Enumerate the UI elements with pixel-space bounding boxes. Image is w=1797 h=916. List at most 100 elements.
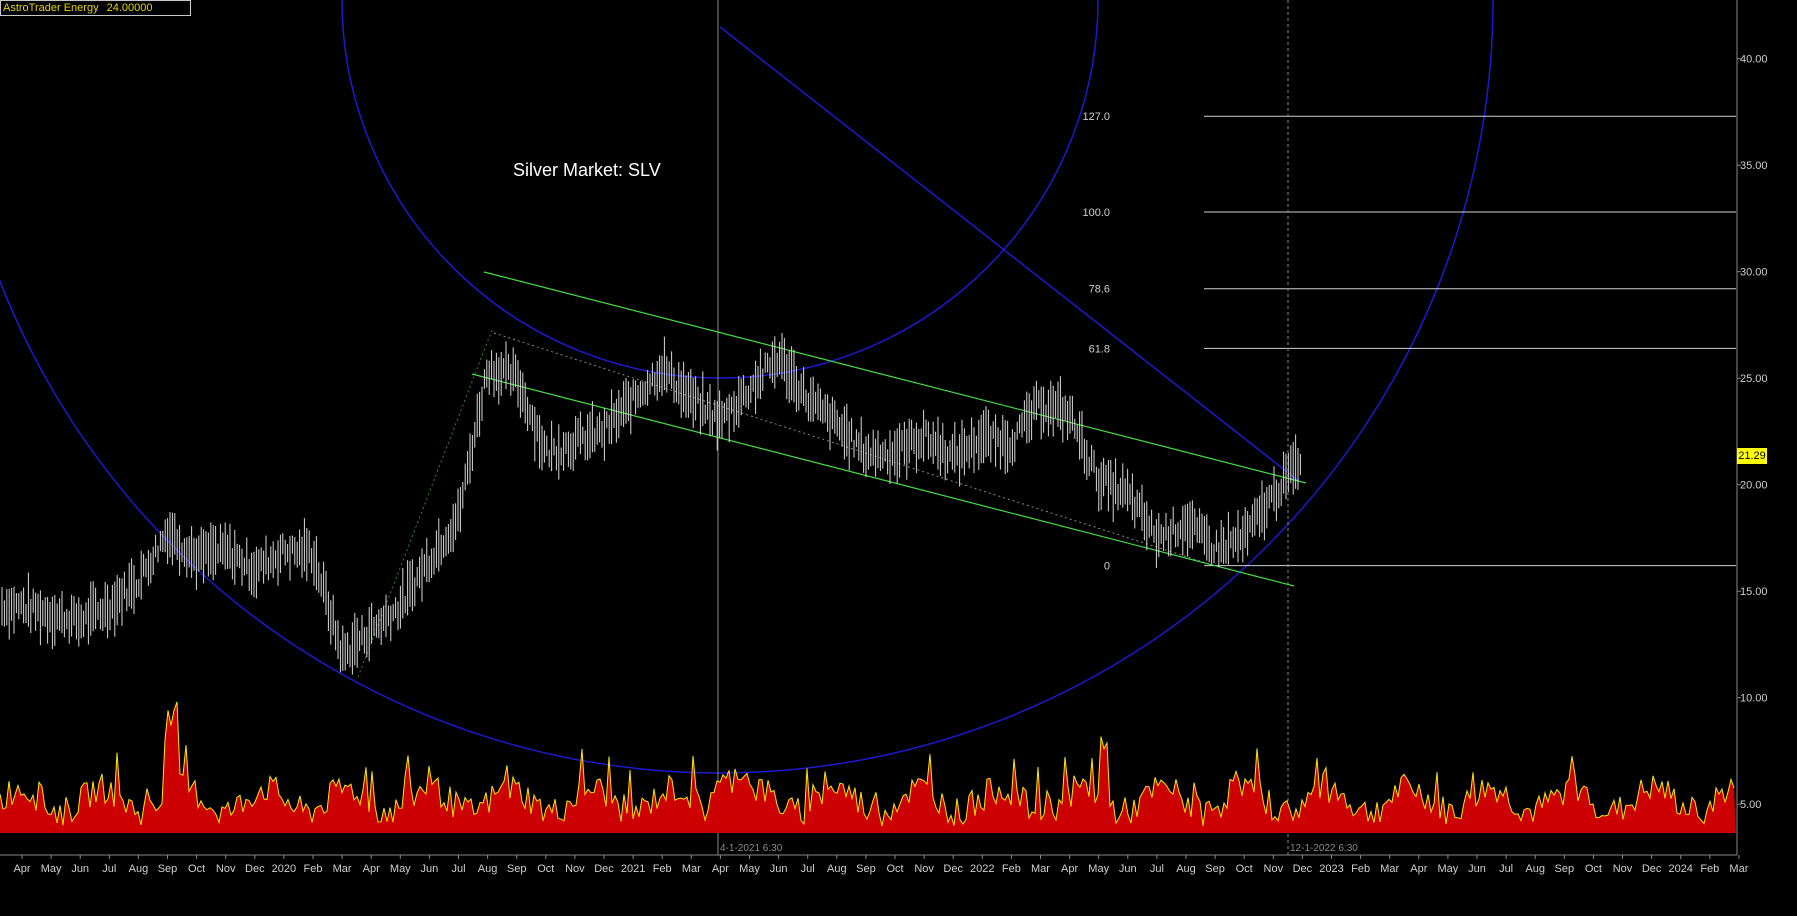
x-tick-label: Sep [1555, 863, 1575, 875]
x-tick-label: Mar [1031, 863, 1050, 875]
channel-upper [483, 271, 1307, 484]
x-tick-label: Sep [507, 863, 527, 875]
x-tick-label: Aug [1176, 863, 1196, 875]
x-tick-label: 2020 [272, 863, 296, 875]
x-tick-label: Dec [245, 863, 265, 875]
x-tick-label: Apr [712, 863, 729, 875]
x-tick-label: Oct [537, 863, 554, 875]
swing-line [357, 329, 493, 678]
astro-arcs [0, 0, 1494, 774]
x-tick-label: Aug [129, 863, 149, 875]
y-tick-label: 25.00 [1740, 373, 1768, 385]
x-tick-label: Mar [682, 863, 701, 875]
x-tick-label: Feb [1351, 863, 1370, 875]
x-tick-label: Nov [216, 863, 236, 875]
x-tick-label: Oct [188, 863, 205, 875]
x-axis: Apr May Jun Jul Aug Sep Oct Nov Dec 2020 Feb Mar Apr… [13, 855, 1749, 875]
date-markers [717, 0, 1289, 855]
x-tick-label: Apr [13, 863, 30, 875]
x-tick-label: Jul [1499, 863, 1513, 875]
volume-fill [0, 701, 1736, 833]
instrument-header[interactable]: AstroTrader Energy 24.00000 [0, 0, 192, 16]
x-tick-label: Oct [1585, 863, 1602, 875]
x-tick-label: Nov [914, 863, 934, 875]
x-tick-label: Jun [421, 863, 439, 875]
volume-outline [0, 701, 1735, 827]
x-tick-label: Oct [886, 863, 903, 875]
x-tick-label: Apr [363, 863, 380, 875]
chart-title: Silver Market: SLV [513, 160, 661, 180]
x-tick-label: Aug [1525, 863, 1545, 875]
x-tick-label: Nov [1613, 863, 1633, 875]
plot-frame [0, 0, 1738, 856]
x-tick-label: 2021 [621, 863, 645, 875]
x-tick-label: Apr [1410, 863, 1427, 875]
x-tick-label: Sep [1205, 863, 1225, 875]
fib-label: 100.0 [1082, 207, 1110, 219]
last-price-tag: 21.29 [1737, 448, 1767, 464]
arc-diagonal [719, 26, 1301, 483]
x-tick-label: 2022 [970, 863, 994, 875]
x-tick-label: Apr [1061, 863, 1078, 875]
x-tick-label: May [739, 863, 760, 875]
x-tick-label: Dec [1293, 863, 1313, 875]
x-tick-label: May [1438, 863, 1459, 875]
trend-channel [357, 271, 1307, 678]
x-tick-label: Jun [1468, 863, 1486, 875]
x-tick-label: 2023 [1319, 863, 1343, 875]
price-bars [1, 332, 1301, 675]
date-marker-label: 12-1-2022 6:30 [1290, 843, 1358, 854]
x-tick-label: May [390, 863, 411, 875]
fib-label: 0 [1104, 561, 1110, 573]
x-tick-label: Jul [102, 863, 116, 875]
y-tick-label: 15.00 [1740, 586, 1768, 598]
x-tick-label: Jul [451, 863, 465, 875]
x-tick-label: 2024 [1668, 863, 1692, 875]
arc-lower [0, 0, 1494, 774]
x-tick-label: Dec [1642, 863, 1662, 875]
x-tick-label: Jul [801, 863, 815, 875]
y-tick-label: 20.00 [1740, 480, 1768, 492]
x-tick-label: Nov [565, 863, 585, 875]
fib-levels [1204, 115, 1736, 567]
date-marker-label: 4-1-2021 6:30 [720, 843, 783, 854]
x-tick-label: Jun [770, 863, 788, 875]
x-tick-label: Dec [594, 863, 614, 875]
instrument-name: AstroTrader Energy [3, 2, 99, 14]
x-tick-label: Mar [333, 863, 352, 875]
x-tick-label: Dec [943, 863, 963, 875]
y-tick-label: 30.00 [1740, 267, 1768, 279]
x-tick-label: Aug [478, 863, 498, 875]
y-tick-label: 10.00 [1740, 693, 1768, 705]
x-tick-label: Feb [1700, 863, 1719, 875]
x-tick-label: Feb [1002, 863, 1021, 875]
fib-label: 61.8 [1089, 343, 1110, 355]
y-axis: 40.00 35.00 30.00 25.00 20.00 15.00 10.00 5.00 [1737, 54, 1768, 811]
y-tick-label: 35.00 [1740, 160, 1768, 172]
fib-labels: 127.0 100.0 78.6 61.8 0 [1082, 111, 1110, 572]
x-tick-label: May [1088, 863, 1109, 875]
volume-histogram [0, 701, 1736, 833]
channel-lower [471, 373, 1295, 587]
x-tick-label: Sep [158, 863, 178, 875]
x-tick-label: Mar [1380, 863, 1399, 875]
x-tick-label: Feb [304, 863, 323, 875]
x-tick-label: Feb [653, 863, 672, 875]
channel-mid [493, 332, 1207, 564]
x-tick-label: Jun [71, 863, 89, 875]
arc-upper [341, 0, 1099, 379]
instrument-value: 24.00000 [106, 2, 153, 14]
x-tick-label: Jun [1119, 863, 1137, 875]
x-tick-label: Nov [1264, 863, 1284, 875]
fib-label: 78.6 [1089, 284, 1110, 296]
x-tick-label: Aug [827, 863, 847, 875]
x-tick-label: Jul [1150, 863, 1164, 875]
x-tick-label: Sep [856, 863, 876, 875]
y-tick-label: 5.00 [1740, 799, 1761, 811]
date-marker-labels: 4-1-2021 6:30 12-1-2022 6:30 [720, 843, 1358, 854]
x-tick-label: Mar [1729, 863, 1748, 875]
x-tick-label: Oct [1236, 863, 1253, 875]
y-tick-label: 40.00 [1740, 54, 1768, 66]
x-tick-label: May [41, 863, 62, 875]
